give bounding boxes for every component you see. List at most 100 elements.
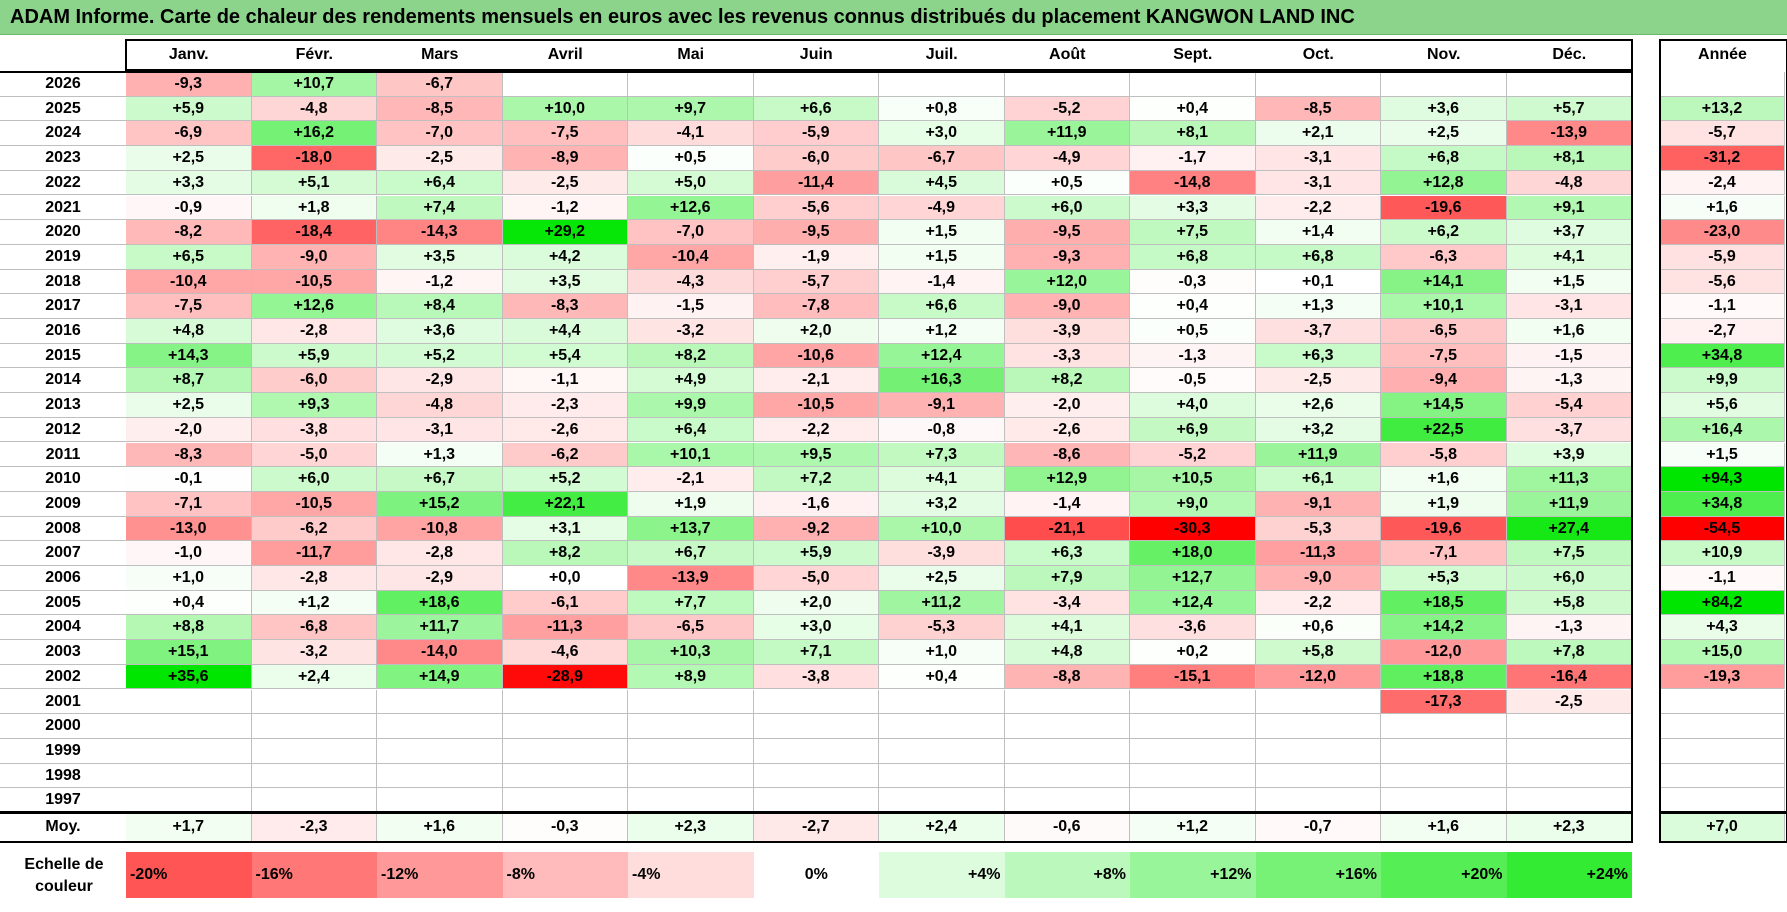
average-cell: -0,7 xyxy=(1255,812,1381,842)
heatmap-cell: +6,4 xyxy=(628,417,754,443)
annual-cell: -5,6 xyxy=(1660,269,1785,295)
heatmap-cell xyxy=(1381,72,1507,97)
heatmap-cell: +35,6 xyxy=(126,664,252,690)
heatmap-cell: +14,2 xyxy=(1381,615,1507,641)
heatmap-cell: +0,1 xyxy=(1255,269,1381,295)
heatmap-cell xyxy=(377,788,503,813)
heatmap-cell: -2,1 xyxy=(628,467,754,492)
heatmap-cell: +1,6 xyxy=(1506,319,1632,344)
heatmap-cell xyxy=(753,738,879,764)
heatmap-cell: -2,1 xyxy=(753,368,879,394)
heatmap-cell: +13,7 xyxy=(628,516,754,542)
heatmap-cell: +15,2 xyxy=(377,491,503,517)
heatmap-cell: -0,1 xyxy=(126,467,252,492)
scale-label: Echelle de couleur xyxy=(24,856,104,895)
heatmap-cell: -19,6 xyxy=(1381,516,1507,542)
heatmap-cell: +3,6 xyxy=(1381,96,1507,122)
heatmap-cell: +2,4 xyxy=(251,664,377,690)
heatmap-cell: +27,4 xyxy=(1506,516,1632,542)
heatmap-cell: -9,0 xyxy=(1004,294,1130,319)
heatmap-cell: +1,9 xyxy=(1381,491,1507,517)
heatmap-cell: +7,1 xyxy=(753,640,879,665)
annual-cell: +34,8 xyxy=(1660,491,1785,517)
year-label: 2014 xyxy=(0,368,126,394)
heatmap-cell xyxy=(377,763,503,789)
heatmap-cell: +8,1 xyxy=(1130,121,1256,147)
heatmap-cell: +18,6 xyxy=(377,590,503,616)
year-label: 2012 xyxy=(0,418,126,443)
year-label: 2001 xyxy=(0,690,126,715)
heatmap-cell xyxy=(126,689,252,715)
heatmap-cell: -1,4 xyxy=(1004,491,1130,517)
heatmap-cell: -2,5 xyxy=(1255,368,1381,394)
annual-cell: +16,4 xyxy=(1660,417,1785,443)
heatmap-cell: -3,1 xyxy=(1506,294,1632,319)
heatmap-cell: +6,7 xyxy=(628,541,754,566)
average-cell: +1,7 xyxy=(126,812,252,842)
average-cell: -0,3 xyxy=(502,812,628,842)
heatmap-cell: -8,2 xyxy=(126,220,252,245)
year-label: 1998 xyxy=(0,764,126,789)
heatmap-cell: -9,4 xyxy=(1381,368,1507,394)
heatmap-cell: +3,5 xyxy=(377,244,503,270)
heatmap-cell: -5,6 xyxy=(753,195,879,221)
heatmap-cell: -1,4 xyxy=(879,269,1005,295)
heatmap-cell: +5,9 xyxy=(753,541,879,566)
heatmap-cell: -1,9 xyxy=(753,244,879,270)
heatmap-cell: -2,2 xyxy=(1255,590,1381,616)
average-cell: +1,6 xyxy=(377,812,503,842)
heatmap-cell: -9,0 xyxy=(1255,566,1381,591)
heatmap-cell: -2,5 xyxy=(502,170,628,196)
average-cell: -2,3 xyxy=(251,812,377,842)
year-label: 2015 xyxy=(0,344,126,369)
month-header: Déc. xyxy=(1552,46,1587,63)
annual-header: Année xyxy=(1698,46,1747,63)
average-cell: +2,3 xyxy=(628,812,754,842)
heatmap-cell: +12,6 xyxy=(628,195,754,221)
heatmap-cell: -11,7 xyxy=(251,541,377,566)
heatmap-cell: +14,5 xyxy=(1381,393,1507,418)
heatmap-cell: -5,8 xyxy=(1381,442,1507,468)
heatmap-cell: -11,4 xyxy=(753,170,879,196)
heatmap-cell: -7,8 xyxy=(753,294,879,319)
heatmap-cell: +4,1 xyxy=(1506,244,1632,270)
heatmap-cell: -8,6 xyxy=(1004,442,1130,468)
heatmap-cell: +2,5 xyxy=(126,146,252,171)
heatmap-cell xyxy=(753,763,879,789)
heatmap-cell: +10,0 xyxy=(879,516,1005,542)
heatmap-cell: -0,8 xyxy=(879,417,1005,443)
heatmap-cell: -18,0 xyxy=(251,146,377,171)
heatmap-cell: -8,3 xyxy=(126,442,252,468)
year-label: 1997 xyxy=(0,788,126,813)
annual-cell: +13,2 xyxy=(1660,96,1785,122)
heatmap-cell: -3,4 xyxy=(1004,590,1130,616)
heatmap-cell: +3,7 xyxy=(1506,220,1632,245)
average-cell: +1,6 xyxy=(1381,812,1507,842)
heatmap-cell: +18,5 xyxy=(1381,590,1507,616)
heatmap-cell: -6,2 xyxy=(502,442,628,468)
heatmap-cell: +5,1 xyxy=(251,170,377,196)
heatmap-cell: +1,6 xyxy=(1381,467,1507,492)
heatmap-cell: +7,5 xyxy=(1506,541,1632,566)
heatmap-cell xyxy=(126,738,252,764)
heatmap-cell: -2,2 xyxy=(753,417,879,443)
scale-step: +8% xyxy=(1004,852,1130,898)
heatmap-cell: +12,6 xyxy=(251,294,377,319)
heatmap-cell: +6,3 xyxy=(1255,343,1381,369)
heatmap-cell: +11,2 xyxy=(879,590,1005,616)
heatmap-cell: +3,3 xyxy=(126,170,252,196)
heatmap-cell: -21,1 xyxy=(1004,516,1130,542)
heatmap-cell: +5,0 xyxy=(628,170,754,196)
heatmap-cell: +6,4 xyxy=(377,170,503,196)
heatmap-cell: +15,1 xyxy=(126,640,252,665)
heatmap-cell: +22,1 xyxy=(502,491,628,517)
average-cell: +2,4 xyxy=(879,812,1005,842)
year-label: 2005 xyxy=(0,591,126,616)
heatmap-cell: -6,7 xyxy=(879,146,1005,171)
heatmap-cell xyxy=(126,763,252,789)
month-header: Nov. xyxy=(1427,46,1461,63)
heatmap-cell: -5,7 xyxy=(753,269,879,295)
heatmap-cell: -6,0 xyxy=(753,146,879,171)
heatmap-cell: -1,2 xyxy=(377,269,503,295)
heatmap-cell: -30,3 xyxy=(1130,516,1256,542)
